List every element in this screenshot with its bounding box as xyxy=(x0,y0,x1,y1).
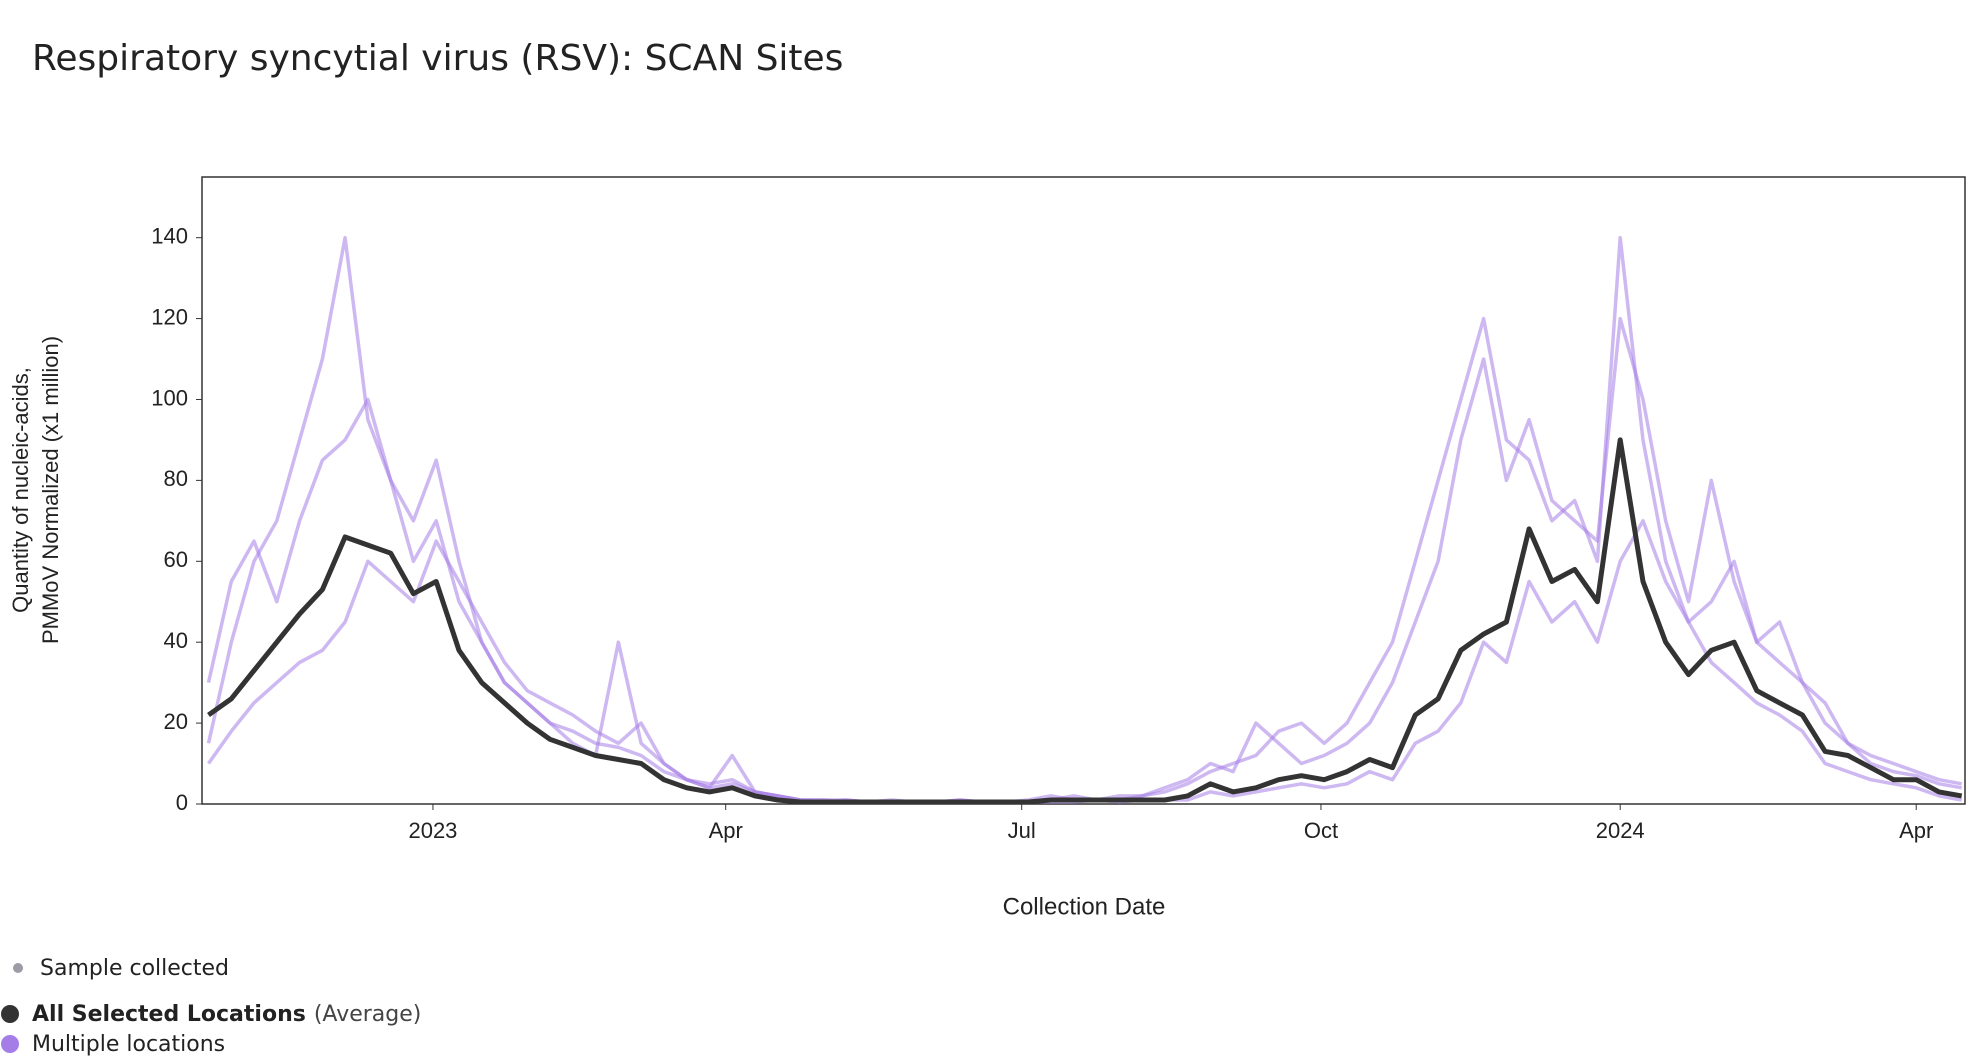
x-tick-label: Jul xyxy=(1008,818,1036,843)
x-tick-label: Oct xyxy=(1304,818,1338,843)
average-line xyxy=(207,437,1963,805)
legend-locations-label: Multiple locations xyxy=(32,1032,225,1057)
y-tick-label: 60 xyxy=(164,547,188,572)
legend-average-suffix: (Average) xyxy=(314,1002,422,1027)
legend-sample-label: Sample collected xyxy=(40,956,229,981)
x-tick-label: Apr xyxy=(709,818,743,843)
x-tick-label: 2024 xyxy=(1596,818,1645,843)
legend-average-name: All Selected Locations xyxy=(32,1002,306,1027)
y-tick-label: 100 xyxy=(151,385,188,410)
legend-average-dot xyxy=(1,1005,19,1023)
x-tick-label: Apr xyxy=(1899,818,1933,843)
legend-sample-dot xyxy=(13,963,23,973)
legend-locations-dot xyxy=(1,1035,19,1053)
chart-title: Respiratory syncytial virus (RSV): SCAN … xyxy=(32,38,843,79)
y-tick-label: 80 xyxy=(164,466,188,491)
x-tick-label: 2023 xyxy=(408,818,457,843)
location-line xyxy=(206,316,1963,804)
x-axis-label: Collection Date xyxy=(1003,893,1166,920)
plot-frame xyxy=(201,176,1966,805)
y-axis-label: Quantity of nucleic-acids, PMMoV Normali… xyxy=(8,336,63,644)
y-tick-label: 40 xyxy=(164,628,188,653)
y-tick-label: 20 xyxy=(164,709,188,734)
y-label-line: PMMoV Normalized (x1 million) xyxy=(38,336,63,644)
y-label-line: Quantity of nucleic-acids, xyxy=(8,367,33,613)
location-line xyxy=(206,235,1963,804)
y-tick-label: 140 xyxy=(151,223,188,248)
y-tick-label: 120 xyxy=(151,304,188,329)
legend-average-label: All Selected Locations (Average) xyxy=(32,1002,421,1027)
y-tick-label: 0 xyxy=(176,790,188,815)
